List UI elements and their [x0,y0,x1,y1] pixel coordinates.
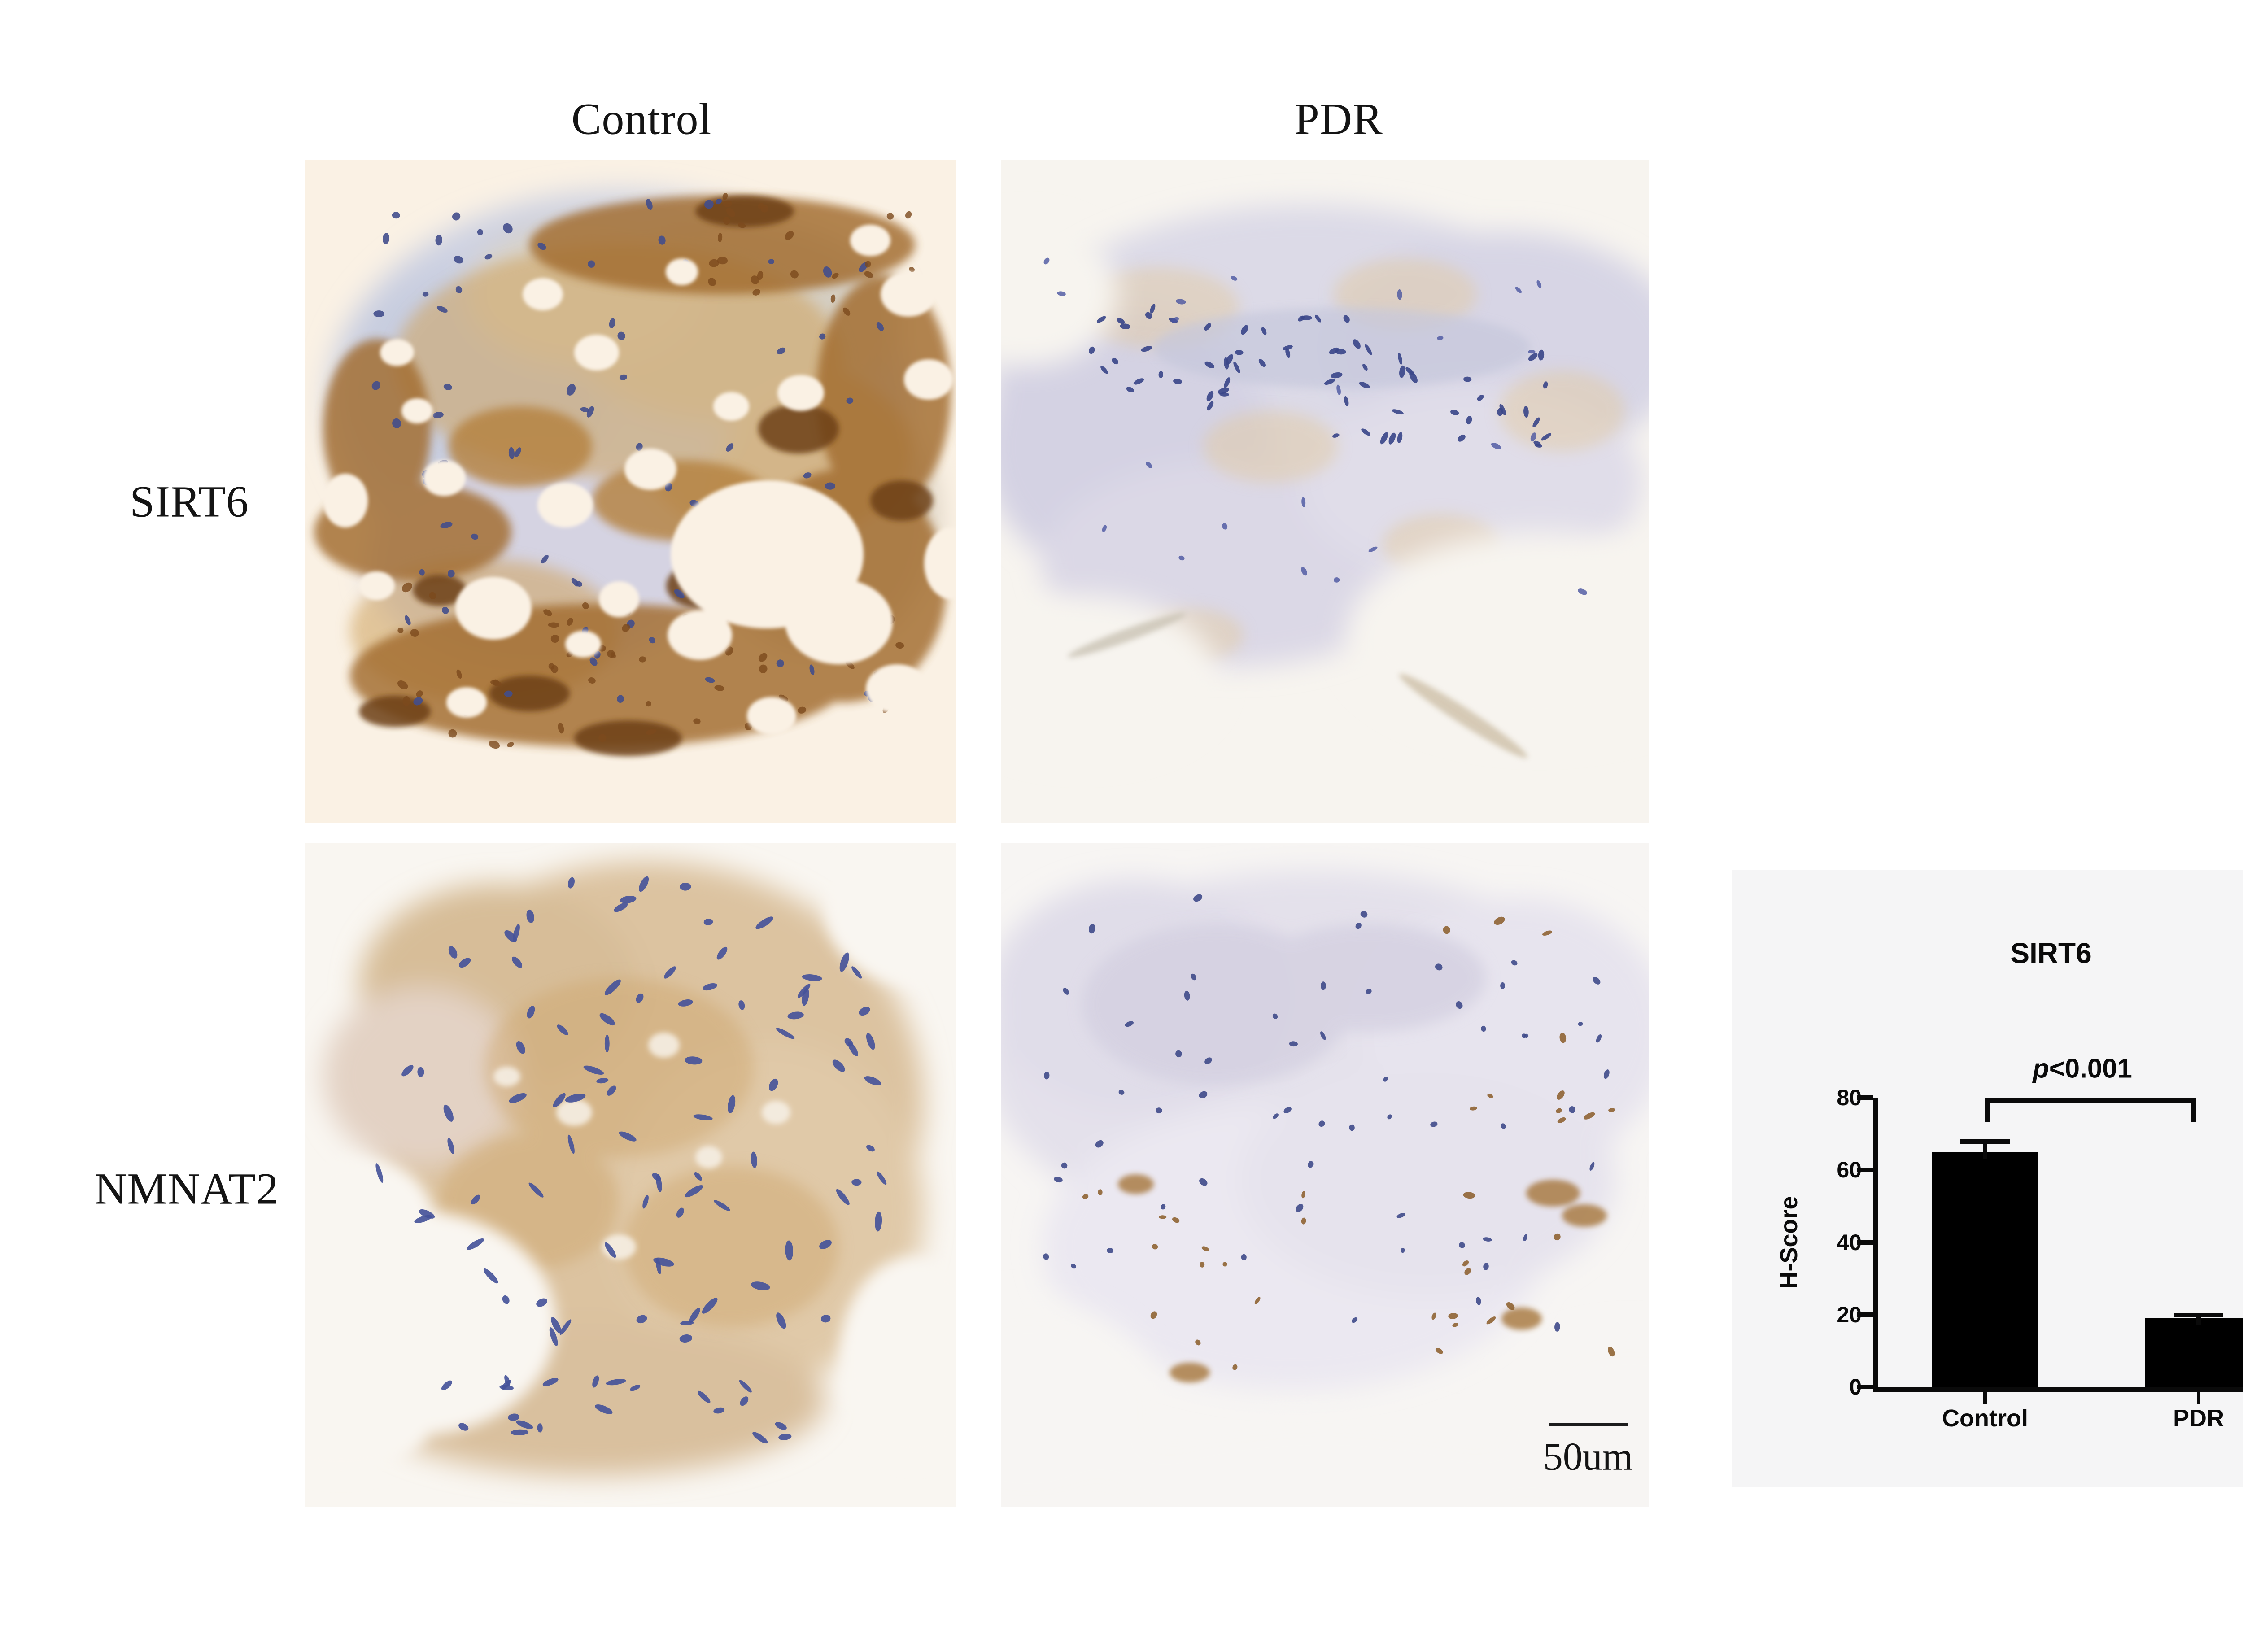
histology-panel-nmnat2-control [305,843,956,1507]
chart-sirt6-title: SIRT6 [2010,937,2092,969]
chart-sirt6-ytick-label: 60 [1837,1157,1862,1183]
chart-sirt6-ytick [1857,1095,1873,1100]
chart-sirt6-category-control: Control [1942,1405,2028,1432]
chart-sirt6-ytick-label: 20 [1837,1302,1862,1327]
significance-p: p [2033,1053,2049,1084]
chart-sirt6-ytick [1857,1312,1873,1317]
ihc-image-sirt6-control [305,160,956,823]
chart-sirt6-ytick-label: 40 [1837,1229,1862,1255]
ihc-image-sirt6-pdr [1001,160,1649,823]
histology-panel-sirt6-pdr [1001,160,1649,823]
chart-sirt6-ytick-label: 0 [1849,1374,1862,1399]
bar-sirt6-control [1932,1151,2038,1387]
chart-sirt6-ytick [1857,1240,1873,1245]
chart-sirt6-ytick [1857,1168,1873,1173]
errorbar-sirt6-control [1983,1139,1987,1159]
significance-value: <0.001 [2049,1053,2132,1084]
histology-panel-nmnat2-pdr [1001,843,1649,1507]
chart-sirt6-significance: p<0.001 [2033,1053,2132,1084]
chart-sirt6-xtick [2197,1392,2200,1404]
errorbar-cap-sirt6-pdr [2174,1312,2223,1317]
row-label-nmnat2: NMNAT2 [94,1164,279,1214]
chart-sirt6-ytick [1857,1385,1873,1389]
errorbar-sirt6-pdr [2196,1312,2201,1325]
chart-sirt6-significance-bracket [1985,1098,2196,1122]
chart-sirt6-y-axis [1873,1098,1878,1392]
chart-sirt6-xtick [1983,1392,1987,1404]
row-label-sirt6: SIRT6 [130,476,249,527]
scale-bar [1549,1423,1628,1426]
column-header-control: Control [571,94,712,144]
histology-panel-sirt6-control [305,160,956,823]
chart-sirt6-category-pdr: PDR [2173,1405,2225,1432]
ihc-image-nmnat2-pdr [1001,843,1649,1507]
chart-sirt6-ytick-label: 80 [1837,1085,1862,1110]
column-header-pdr: PDR [1294,94,1383,144]
nuclei-layer [375,876,887,1444]
chart-sirt6-y-axis-label: H-Score [1776,1196,1802,1289]
ihc-image-nmnat2-control [305,843,956,1507]
bar-sirt6-pdr [2145,1318,2243,1387]
errorbar-cap-sirt6-control [1960,1139,2010,1144]
nuclei-layer [1043,894,1615,1370]
chart-sirt6-x-axis [1873,1387,2243,1392]
nuclei-layer [1043,257,1588,595]
scale-bar-label: 50um [1543,1435,1633,1479]
